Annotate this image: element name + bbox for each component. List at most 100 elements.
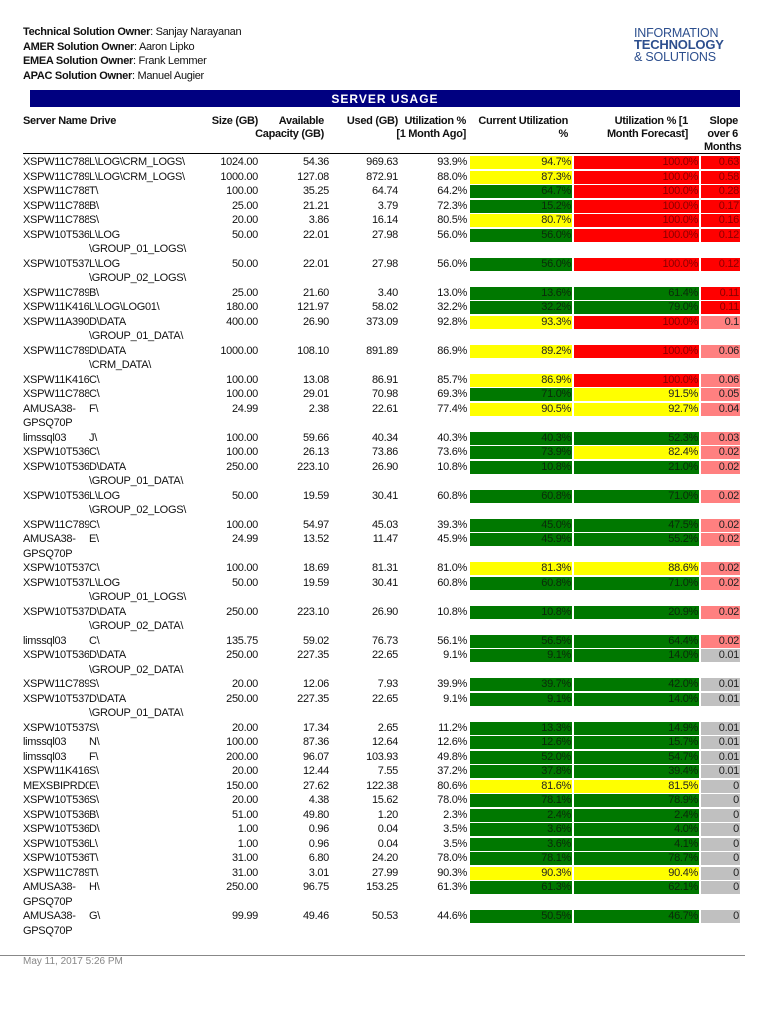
forecast-util-cell: 81.5% (574, 779, 699, 793)
header-drive: Drive (90, 115, 117, 127)
server-name: XSPW11C789 (23, 678, 89, 690)
report-title: SERVER USAGE (30, 90, 740, 107)
current-util-cell: 73.9% (470, 446, 572, 459)
drive: D\ (89, 823, 100, 835)
used-gb: 86.91 (371, 373, 398, 386)
forecast-util-cell: 88.6% (574, 562, 699, 575)
current-util-cell: 60.8% (470, 489, 572, 503)
table-row: MEXSBIPRD0 E\ 150.00 27.62 122.38 80.6% 81.6% 8… (0, 779, 768, 794)
server-name: XSPW11C789 (23, 866, 89, 879)
forecast-util-cell: 14.9% (574, 721, 699, 735)
used-gb: 7.55 (377, 765, 399, 777)
table-row: XSPW11C789 T\ 31.00 3.01 27.99 90.3% 90.3% 90.4… (0, 866, 768, 881)
drive: C\ (89, 373, 100, 386)
used-gb: 0.04 (377, 837, 399, 850)
current-util-cell: 78.1% (470, 852, 572, 865)
slope-cell: 0 (701, 837, 740, 851)
header-divider (23, 153, 740, 154)
server-name: XSPW10T536 (23, 837, 89, 850)
current-util-cell: 56.0% (470, 228, 572, 242)
current-util-cell: 86.9% (470, 373, 572, 387)
util-prev: 9.1% (443, 692, 467, 705)
util-prev: 10.8% (437, 460, 467, 473)
used-gb: 27.98 (371, 228, 398, 241)
size-gb: 50.00 (231, 228, 258, 241)
available-gb: 12.06 (302, 678, 329, 690)
used-gb: 24.20 (371, 852, 398, 864)
table-row: XSPW11C789 C\ 100.00 54.97 45.03 39.3% 45.0% 47… (0, 518, 768, 533)
used-gb: 872.91 (366, 170, 398, 183)
used-gb: 15.62 (371, 794, 398, 806)
util-prev: 11.2% (438, 721, 467, 734)
drive: S\ (89, 794, 99, 806)
drive: L\LOG \GROUP_02_LOGS\ (89, 257, 186, 285)
forecast-util-cell: 78.9% (574, 794, 699, 807)
slope-cell: 0.02 (701, 562, 740, 575)
drive: D\DATA \GROUP_01_DATA\ (89, 460, 184, 488)
available-gb: 96.07 (302, 750, 329, 763)
util-prev: 9.1% (443, 649, 467, 661)
available-gb: 59.02 (302, 634, 329, 647)
used-gb: 58.02 (371, 301, 398, 313)
forecast-util-cell: 46.7% (574, 910, 699, 923)
server-name: XSPW11A390 (23, 315, 89, 328)
size-gb: 50.00 (231, 576, 258, 589)
used-gb: 26.90 (371, 460, 398, 473)
available-gb: 127.08 (297, 170, 329, 183)
current-util-cell: 3.6% (470, 823, 572, 836)
available-gb: 17.34 (302, 721, 329, 734)
server-name: XSPW11C788 (23, 156, 89, 168)
table-row: XSPW10T537 D\DATA \GROUP_02_DATA\ 250.00 22… (0, 605, 768, 634)
server-name: XSPW10T536 (23, 446, 89, 458)
slope-cell: 0.16 (701, 214, 740, 227)
table-row: XSPW10T536 C\ 100.00 26.13 73.86 73.6% 73.9% 82… (0, 445, 768, 460)
table-row: limssql03 N\ 100.00 87.36 12.64 12.6% 12.6% 15.… (0, 735, 768, 750)
available-gb: 227.35 (297, 692, 329, 705)
forecast-util-cell: 42.0% (574, 678, 699, 691)
available-gb: 26.90 (302, 315, 329, 328)
util-prev: 45.9% (437, 533, 467, 545)
server-name: XSPW11C789 (23, 344, 89, 357)
slope-cell: 0.28 (701, 185, 740, 198)
util-prev: 39.9% (437, 678, 467, 690)
table-row: XSPW10T537 L\LOG \GROUP_01_LOGS\ 50.00 19.5… (0, 576, 768, 605)
drive: F\ (89, 750, 99, 763)
slope-cell: 0.11 (701, 301, 740, 314)
drive: F\ (89, 402, 99, 415)
size-gb: 250.00 (226, 692, 258, 705)
available-gb: 87.36 (302, 736, 329, 748)
server-name: XSPW10T536 (23, 489, 89, 502)
util-prev: 78.0% (437, 852, 467, 864)
util-prev: 88.0% (437, 170, 467, 183)
table-row: XSPW11C789 L\LOG\CRM_LOGS\ 1000.00 127.08 87… (0, 170, 768, 185)
table-row: XSPW11C788 C\ 100.00 29.01 70.98 69.3% 71.0% 91… (0, 387, 768, 402)
server-name: AMUSA38-GPSQ70P (23, 910, 76, 937)
available-gb: 3.86 (308, 214, 330, 226)
used-gb: 70.98 (371, 388, 398, 400)
size-gb: 200.00 (226, 750, 258, 763)
available-gb: 0.96 (308, 837, 330, 850)
size-gb: 100.00 (226, 736, 258, 748)
util-prev: 69.3% (437, 388, 467, 400)
forecast-util-cell: 100.0% (574, 344, 699, 358)
size-gb: 51.00 (231, 808, 258, 821)
size-gb: 100.00 (226, 431, 258, 444)
server-name: XSPW11C789 (23, 170, 89, 183)
server-name: XSPW11K416 (23, 301, 89, 313)
forecast-util-cell: 100.0% (574, 373, 699, 387)
current-util-cell: 9.1% (470, 692, 572, 706)
slope-cell: 0.04 (701, 402, 740, 416)
slope-cell: 0.03 (701, 431, 740, 445)
drive: L\LOG\CRM_LOGS\ (89, 156, 185, 168)
util-prev: 37.2% (437, 765, 467, 777)
table-row: XSPW10T536 S\ 20.00 4.38 15.62 78.0% 78.1% 78.9… (0, 793, 768, 808)
used-gb: 22.65 (371, 649, 398, 661)
used-gb: 22.65 (371, 692, 398, 705)
available-gb: 49.80 (302, 808, 329, 821)
owner-amer: AMER Solution Owner: Aaron Lipko (23, 40, 195, 53)
drive: E\ (89, 533, 99, 545)
forecast-util-cell: 14.0% (574, 692, 699, 706)
server-name: XSPW11C788 (23, 199, 89, 212)
drive: J\ (89, 431, 97, 444)
table-row: XSPW10T536 B\ 51.00 49.80 1.20 2.3% 2.4% 2.4% 0 (0, 808, 768, 823)
